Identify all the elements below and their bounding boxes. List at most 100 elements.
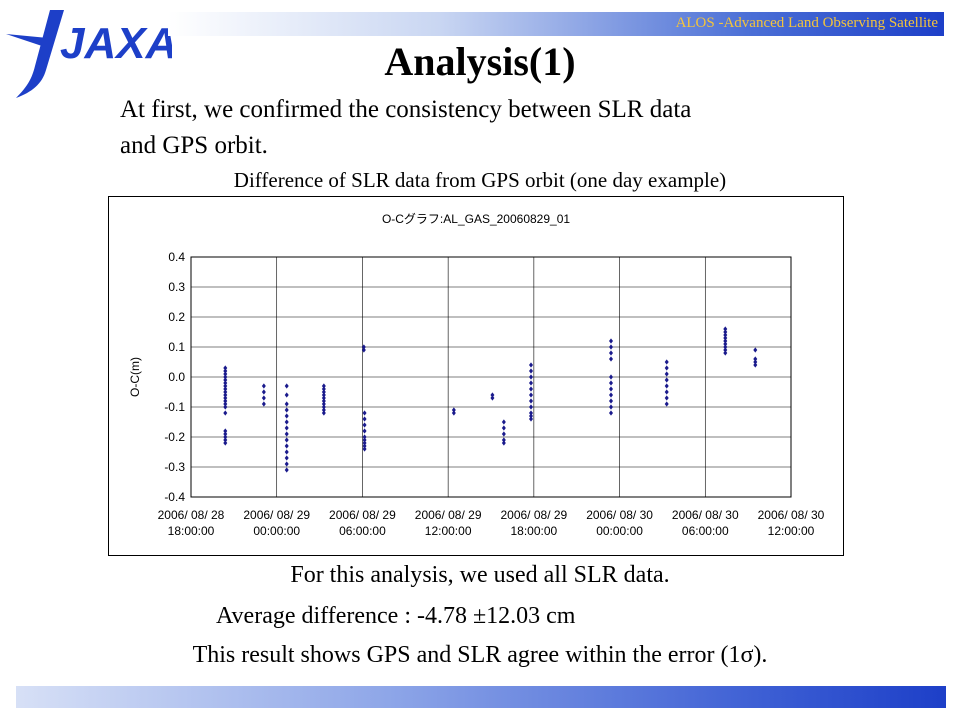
y-tick-label: 0.3 xyxy=(168,280,185,294)
data-point xyxy=(223,440,228,446)
data-point xyxy=(529,380,533,386)
data-point xyxy=(284,419,289,425)
y-tick-label: -0.4 xyxy=(164,490,185,504)
data-point xyxy=(609,374,613,380)
data-point xyxy=(223,398,228,404)
chart-title: O-Cグラフ:AL_GAS_20060829_01 xyxy=(382,212,570,226)
data-point xyxy=(284,461,289,467)
x-tick-label-date: 2006/ 08/ 29 xyxy=(243,508,310,522)
data-point xyxy=(321,401,326,407)
slide-title: Analysis(1) xyxy=(384,39,576,84)
y-tick-label: 0.2 xyxy=(168,310,185,324)
data-point xyxy=(609,356,613,362)
chart-caption: Difference of SLR data from GPS orbit (o… xyxy=(233,168,727,192)
x-tick-label-time: 06:00:00 xyxy=(682,524,729,538)
data-point xyxy=(723,341,728,347)
data-point xyxy=(529,404,533,410)
data-point xyxy=(321,398,326,404)
data-point xyxy=(223,368,228,374)
data-point xyxy=(284,401,289,407)
x-tick-label-time: 06:00:00 xyxy=(339,524,386,538)
x-tick-label-time: 18:00:00 xyxy=(168,524,215,538)
x-tick-label-time: 12:00:00 xyxy=(425,524,472,538)
x-tick-label-date: 2006/ 08/ 28 xyxy=(158,508,225,522)
data-point xyxy=(609,392,613,398)
data-point xyxy=(490,395,495,401)
jaxa-logo: JAXA xyxy=(6,10,172,98)
data-point xyxy=(609,386,613,392)
data-point xyxy=(451,410,456,416)
data-point xyxy=(664,401,669,407)
data-point xyxy=(321,395,326,401)
data-point xyxy=(284,443,289,449)
data-point xyxy=(723,338,728,344)
data-point xyxy=(723,350,728,356)
data-point xyxy=(321,404,326,410)
data-point xyxy=(223,386,228,392)
data-point xyxy=(529,362,533,368)
bottom-banner xyxy=(16,686,946,708)
data-point xyxy=(362,440,367,446)
data-point xyxy=(609,404,613,410)
x-tick-label-time: 00:00:00 xyxy=(596,524,643,538)
data-point xyxy=(501,440,506,446)
data-point xyxy=(529,386,533,392)
data-point xyxy=(223,395,228,401)
data-point xyxy=(723,335,728,341)
logo-text: JAXA xyxy=(60,19,172,68)
data-point xyxy=(723,329,728,335)
conclusion: This result shows GPS and SLR agree with… xyxy=(192,642,768,668)
x-tick-labels: 2006/ 08/ 28 18:00:00 2006/ 08/ 29 00:00:00… xyxy=(158,508,825,538)
intro-line-2: and GPS orbit. xyxy=(120,132,268,159)
data-points xyxy=(223,326,758,473)
data-point xyxy=(284,467,289,473)
y-tick-label: 0.4 xyxy=(168,250,185,264)
data-point xyxy=(451,407,456,413)
data-point xyxy=(529,413,533,419)
data-point xyxy=(664,395,669,401)
logo-j xyxy=(16,10,64,98)
data-point xyxy=(284,431,289,437)
data-point xyxy=(223,380,228,386)
average-difference: Average difference : -4.78 ±12.03 cm xyxy=(216,603,576,629)
data-point xyxy=(529,368,533,374)
data-point xyxy=(321,407,326,413)
data-point xyxy=(753,359,758,365)
x-tick-label-time: 12:00:00 xyxy=(768,524,815,538)
data-point xyxy=(609,350,613,356)
data-point xyxy=(223,389,228,395)
x-tick-label-time: 18:00:00 xyxy=(510,524,557,538)
data-point xyxy=(362,437,367,443)
data-point xyxy=(223,383,228,389)
data-point xyxy=(529,410,533,416)
data-point xyxy=(223,371,228,377)
data-point xyxy=(223,428,228,434)
data-point xyxy=(284,455,289,461)
data-point xyxy=(753,356,758,362)
data-point xyxy=(223,404,228,410)
data-point xyxy=(284,407,289,413)
data-point xyxy=(529,416,533,422)
analysis-note: For this analysis, we used all SLR data. xyxy=(290,562,670,588)
data-point xyxy=(261,395,266,401)
y-tick-label: -0.2 xyxy=(164,430,185,444)
intro-line-1: At first, we confirmed the consistency b… xyxy=(120,96,692,123)
data-point xyxy=(321,410,326,416)
data-point xyxy=(723,332,728,338)
data-point xyxy=(223,401,228,407)
data-point xyxy=(501,437,506,443)
data-point xyxy=(321,383,326,389)
data-point xyxy=(362,434,367,440)
data-point xyxy=(361,347,366,353)
logo-swoosh xyxy=(6,34,48,46)
data-point xyxy=(321,386,326,392)
y-tick-label: 0.0 xyxy=(168,370,185,384)
data-point xyxy=(501,425,506,431)
data-point xyxy=(284,437,289,443)
data-point xyxy=(223,377,228,383)
y-tick-label: -0.1 xyxy=(164,400,185,414)
data-point xyxy=(753,347,758,353)
data-point xyxy=(723,326,728,332)
data-point xyxy=(723,344,728,350)
x-tick-label-date: 2006/ 08/ 30 xyxy=(586,508,653,522)
